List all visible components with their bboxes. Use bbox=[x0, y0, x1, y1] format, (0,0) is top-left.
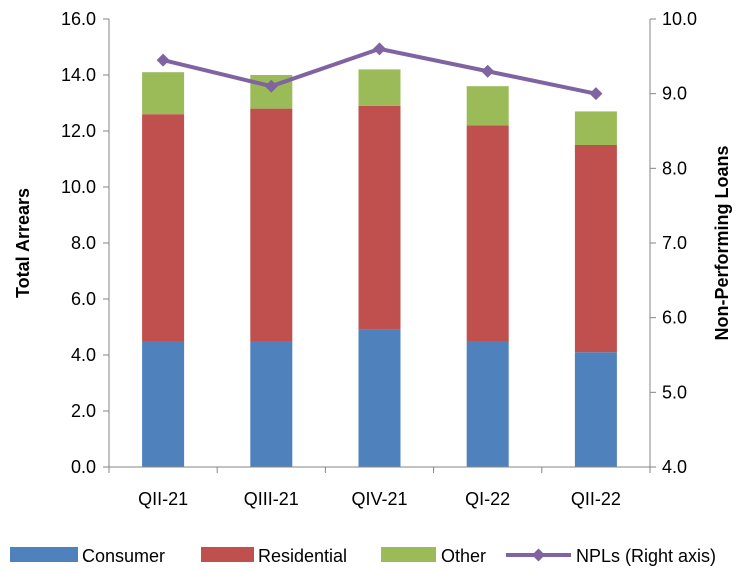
ticks-layer: 0.0 2.0 4.0 6.0 8.0 10.0 12.0 14.0 16.0 4.0 5.0 6.0… bbox=[61, 9, 697, 509]
y2-tick-label: 5.0 bbox=[662, 382, 687, 402]
y-tick-label: 4.0 bbox=[71, 345, 96, 365]
bar-residential-qi-22 bbox=[466, 125, 509, 342]
y2-tick-label: 10.0 bbox=[662, 9, 697, 29]
npl-marker-qi-22 bbox=[481, 64, 495, 78]
y2-axis-title: Non-Performing Loans bbox=[712, 145, 732, 340]
bar-other-qi-22 bbox=[466, 86, 509, 126]
x-tick-label: QI-22 bbox=[465, 489, 510, 509]
bar-consumer-qii-21 bbox=[142, 341, 185, 467]
npl-marker-qiv-21 bbox=[373, 42, 386, 56]
x-tick-label: QIII-21 bbox=[244, 489, 299, 509]
legend-label: Other bbox=[441, 546, 486, 566]
bar-other-qii-21 bbox=[142, 72, 185, 115]
npl-marker-qii-21 bbox=[156, 53, 170, 67]
bar-residential-qiv-21 bbox=[358, 105, 401, 330]
bar-residential-qiii-21 bbox=[250, 108, 293, 341]
legend-swatch bbox=[10, 547, 78, 562]
y-tick-label: 14.0 bbox=[61, 65, 96, 85]
bar-other-qii-22 bbox=[574, 111, 617, 145]
y2-tick-label: 8.0 bbox=[662, 158, 687, 178]
legend-swatch bbox=[201, 547, 254, 562]
bar-other-qiv-21 bbox=[358, 69, 401, 106]
y2-tick-label: 9.0 bbox=[662, 84, 687, 104]
bar-consumer-qii-22 bbox=[574, 352, 617, 467]
x-tick-label: QIV-21 bbox=[351, 489, 407, 509]
legend-label: Consumer bbox=[82, 546, 165, 566]
y-tick-label: 12.0 bbox=[61, 121, 96, 141]
bar-consumer-qiv-21 bbox=[358, 329, 401, 467]
y-tick-label: 6.0 bbox=[71, 289, 96, 309]
legend-label: Residential bbox=[258, 546, 347, 566]
bar-consumer-qi-22 bbox=[466, 341, 509, 467]
y2-tick-label: 4.0 bbox=[662, 457, 687, 477]
bar-residential-qii-22 bbox=[574, 145, 617, 353]
legend: Consumer Residential Other NPLs (Right axis… bbox=[10, 546, 716, 566]
y-tick-label: 8.0 bbox=[71, 233, 96, 253]
bars-layer bbox=[142, 69, 617, 467]
legend-swatch bbox=[381, 547, 436, 562]
y-tick-label: 16.0 bbox=[61, 9, 96, 29]
npl-marker-qii-22 bbox=[589, 87, 603, 101]
legend-diamond bbox=[532, 548, 545, 562]
npl-marker-qiii-21 bbox=[264, 79, 278, 93]
x-tick-label: QII-21 bbox=[138, 489, 188, 509]
y2-tick-label: 7.0 bbox=[662, 233, 687, 253]
y-tick-label: 0.0 bbox=[71, 457, 96, 477]
line-layer bbox=[156, 42, 603, 101]
x-tick-label: QII-22 bbox=[571, 489, 621, 509]
bar-consumer-qiii-21 bbox=[250, 341, 293, 467]
legend-label: NPLs (Right axis) bbox=[576, 546, 716, 566]
bar-residential-qii-21 bbox=[142, 114, 185, 341]
y2-tick-label: 6.0 bbox=[662, 308, 687, 328]
y-tick-label: 2.0 bbox=[71, 401, 96, 421]
y-tick-label: 10.0 bbox=[61, 177, 96, 197]
y-axis-title: Total Arrears bbox=[13, 188, 33, 298]
